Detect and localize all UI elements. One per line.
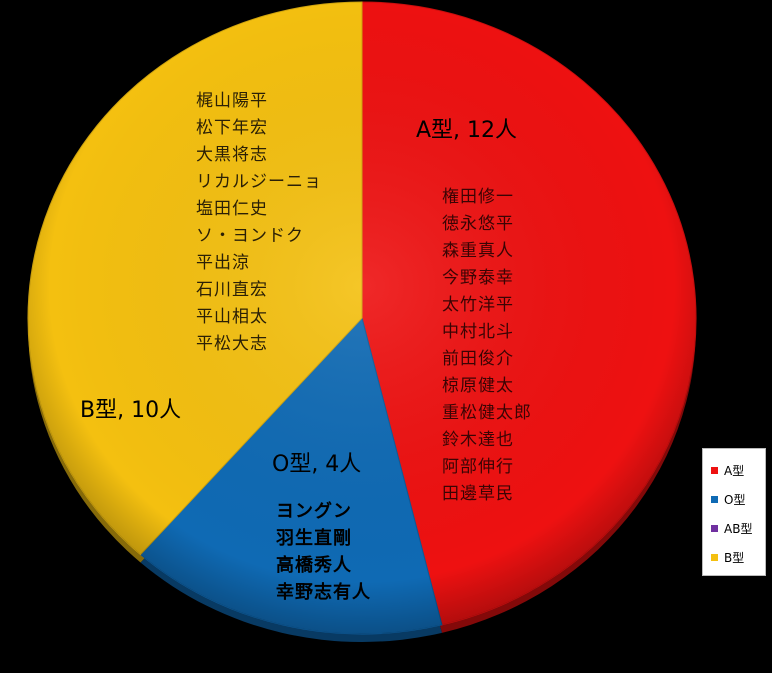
member-name: ヨングン	[276, 501, 352, 522]
legend-item-b: B型	[711, 543, 765, 572]
slice-label-a: A型, 12人	[416, 118, 518, 143]
legend-item-o: O型	[711, 485, 765, 514]
legend-swatch-o	[711, 496, 718, 503]
member-list-o: ヨングン羽生直剛高橋秀人幸野志有人	[276, 498, 371, 606]
slice-label-o: O型, 4人	[272, 452, 362, 477]
member-name: 高橋秀人	[276, 555, 352, 576]
member-name: 塩田仁史	[196, 199, 268, 219]
member-name: 田邊草民	[442, 484, 514, 504]
member-list-a: 権田修一徳永悠平森重真人今野泰幸太竹洋平中村北斗前田俊介椋原健太重松健太郎鈴木達…	[442, 184, 532, 508]
member-list-b: 梶山陽平松下年宏大黒将志リカルジーニョ 塩田仁史ソ・ヨンドク 平出涼石川直宏平山相太…	[196, 88, 322, 358]
member-name: 阿部伸行	[442, 457, 514, 477]
legend-label-o: O型	[724, 493, 746, 507]
member-name: 前田俊介	[442, 349, 514, 369]
chart-legend: A型 O型 AB型 B型	[702, 448, 766, 576]
legend-item-a: A型	[711, 456, 765, 485]
legend-item-ab: AB型	[711, 514, 765, 543]
member-name: 幸野志有人	[276, 582, 371, 603]
member-name: 石川直宏	[196, 280, 268, 300]
member-name: 椋原健太	[442, 376, 514, 396]
legend-label-ab: AB型	[724, 522, 753, 536]
member-name: 羽生直剛	[276, 528, 352, 549]
member-name: 権田修一	[442, 187, 514, 207]
member-name: 重松健太郎	[442, 403, 532, 423]
legend-swatch-ab	[711, 525, 718, 532]
member-name: 平松大志	[196, 334, 268, 354]
member-name: 平山相太	[196, 307, 268, 327]
member-name: 鈴木達也	[442, 430, 514, 450]
legend-label-a: A型	[724, 464, 745, 478]
member-name: 梶山陽平	[196, 91, 268, 111]
member-name: リカルジーニョ	[196, 172, 322, 192]
member-name: 平出涼	[196, 253, 250, 273]
member-name: 太竹洋平	[442, 295, 514, 315]
legend-swatch-a	[711, 467, 718, 474]
member-name: 大黒将志	[196, 145, 268, 165]
member-name: 松下年宏	[196, 118, 268, 138]
slice-label-b: B型, 10人	[80, 398, 182, 423]
legend-label-b: B型	[724, 551, 745, 565]
member-name: 今野泰幸	[442, 268, 514, 288]
member-name: 森重真人	[442, 241, 514, 261]
member-name: ソ・ヨンドク	[196, 226, 304, 246]
member-name: 中村北斗	[442, 322, 514, 342]
member-name: 徳永悠平	[442, 214, 514, 234]
legend-swatch-b	[711, 554, 718, 561]
